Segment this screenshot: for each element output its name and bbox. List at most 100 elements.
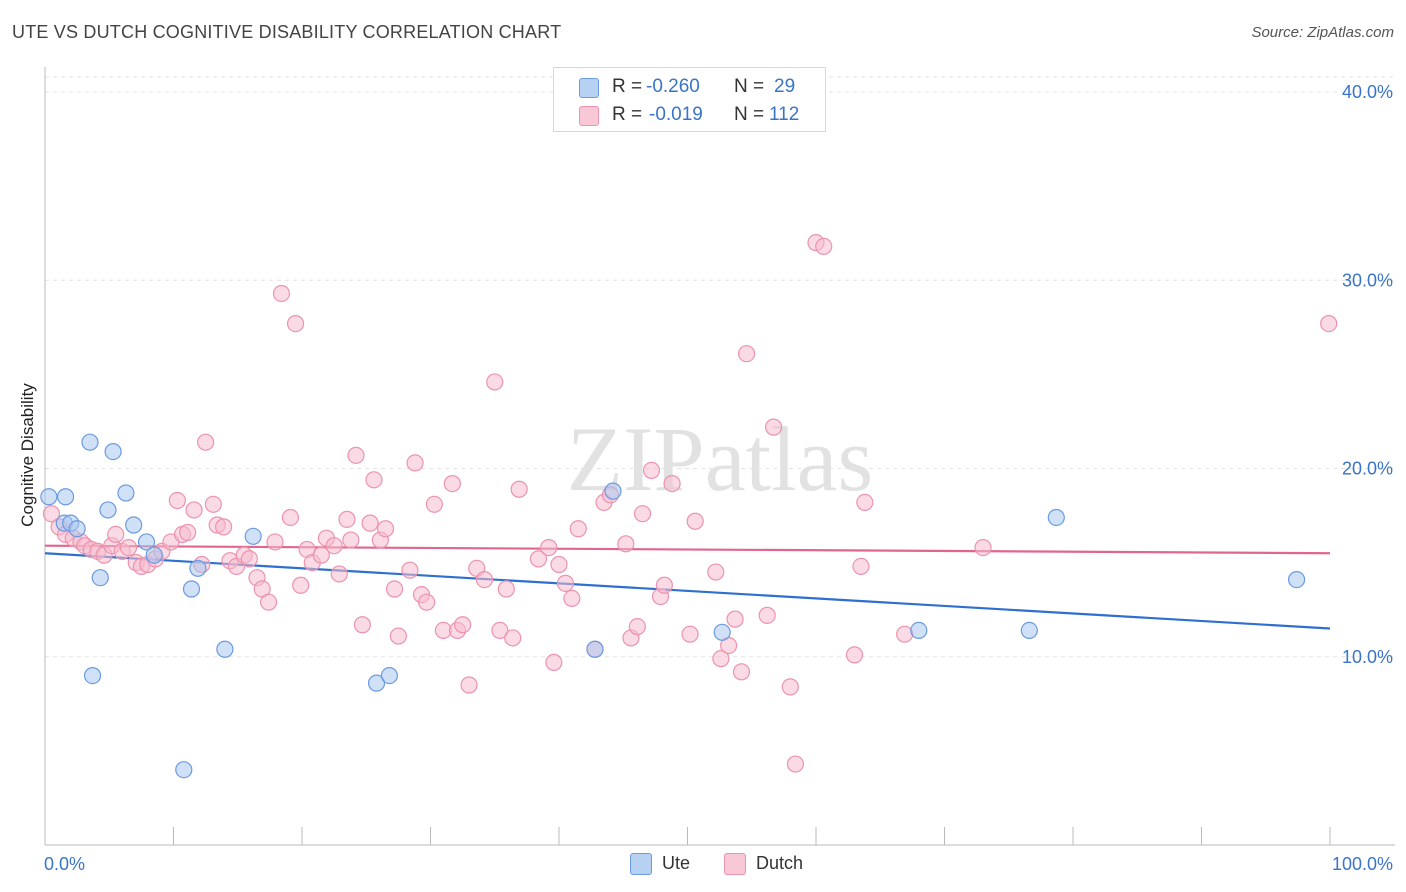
dutch-point	[856, 493, 874, 512]
dutch-point	[460, 676, 478, 694]
ute-point	[1047, 508, 1065, 527]
dutch-point	[726, 610, 744, 628]
dutch-point	[119, 538, 138, 557]
dutch-point	[540, 538, 558, 557]
y-tick-label: 10.0%	[1342, 647, 1393, 667]
dutch-point	[376, 520, 395, 538]
ute-point	[367, 674, 386, 692]
ute-point	[182, 580, 201, 598]
ute-point	[713, 623, 731, 641]
dutch-point	[764, 418, 783, 436]
dutch-point	[504, 629, 522, 647]
ute-point	[56, 488, 75, 506]
dutch-point	[545, 653, 563, 672]
dutch-point	[781, 678, 799, 696]
legend-r-value: -0.019	[649, 104, 703, 125]
legend-n-label: N =	[734, 76, 765, 97]
dutch-point	[443, 474, 461, 493]
dutch-point	[240, 550, 258, 568]
dutch-point	[325, 537, 343, 555]
dutch-point	[259, 593, 278, 611]
ute-point	[1020, 621, 1038, 640]
dutch-point	[738, 345, 756, 363]
ute-point	[83, 666, 102, 685]
ute-point	[125, 516, 143, 534]
dutch-point	[1320, 314, 1338, 333]
dutch-point	[204, 495, 222, 513]
dutch-point	[281, 508, 300, 527]
ute-point	[189, 559, 207, 577]
dutch-point	[425, 495, 443, 513]
dutch-point	[486, 373, 504, 391]
dutch-point	[896, 625, 914, 643]
axis-layer	[44, 67, 1395, 846]
dutch-point	[529, 550, 548, 568]
dutch-point	[286, 314, 305, 333]
dutch-point	[385, 580, 404, 598]
dutch-point	[454, 616, 472, 634]
points-layer	[40, 234, 1338, 779]
legend-swatch-dutch	[579, 106, 599, 126]
ute-point	[117, 484, 135, 502]
ute-point	[216, 640, 234, 658]
legend-swatch-ute	[579, 78, 599, 98]
ute-point	[68, 520, 86, 538]
ute-point	[604, 482, 622, 500]
dutch-point	[732, 663, 751, 681]
dutch-point	[312, 546, 330, 564]
ute-point	[40, 488, 58, 506]
dutch-point	[361, 514, 379, 532]
dutch-point	[330, 565, 348, 583]
dutch-point	[353, 616, 371, 634]
y-axis-label: Cognitive Disability	[18, 383, 37, 527]
dutch-point	[401, 561, 419, 579]
dutch-point	[852, 557, 870, 576]
dutch-point	[707, 563, 725, 581]
dutch-point	[365, 471, 383, 489]
dutch-point	[42, 505, 61, 523]
x-tick-label: 0.0%	[44, 854, 85, 874]
dutch-point	[974, 538, 992, 557]
dutch-point	[617, 535, 635, 553]
y-tick-label: 20.0%	[1342, 459, 1393, 479]
dutch-point	[266, 533, 284, 551]
dutch-point	[406, 454, 424, 472]
dutch-point	[681, 625, 699, 643]
legend-r-label: R =	[612, 76, 643, 97]
legend-r-label: R =	[612, 104, 643, 125]
chart-title: UTE VS DUTCH COGNITIVE DISABILITY CORREL…	[12, 22, 562, 42]
ute-point	[137, 533, 156, 551]
dutch-point	[272, 284, 291, 303]
ute-point	[91, 569, 109, 587]
x-tick-label: 100.0%	[1332, 854, 1393, 874]
dutch-point	[107, 525, 125, 544]
dutch-point	[786, 755, 805, 773]
dutch-point	[569, 520, 587, 538]
dutch-point	[197, 433, 215, 451]
dutch-point	[491, 621, 509, 640]
dutch-point	[663, 474, 681, 493]
bottom-legend-swatch-dutch	[724, 853, 746, 875]
ute-point	[99, 501, 117, 519]
dutch-point	[185, 501, 203, 519]
legend-r-value: -0.260	[646, 76, 700, 97]
dutch-point	[712, 650, 730, 668]
legend-n-label: N =	[734, 104, 765, 125]
dutch-point	[845, 646, 864, 664]
chart-source: Source: ZipAtlas.com	[1251, 24, 1394, 41]
tick-label-layer: 10.0% 20.0% 30.0% 40.0% 0.0% 100.0%	[44, 82, 1393, 874]
dutch-point	[418, 593, 436, 611]
legend-row-ute: R = -0.260 N = 29	[554, 73, 825, 101]
dutch-point	[347, 446, 365, 464]
dutch-point	[389, 627, 407, 645]
ute-point	[145, 546, 163, 564]
ute-point	[81, 433, 99, 451]
dutch-point	[655, 576, 673, 594]
dutch-point	[510, 480, 528, 498]
dutch-point	[292, 576, 310, 594]
dutch-point	[342, 531, 360, 549]
ute-point	[175, 761, 193, 779]
ute-point	[1287, 570, 1306, 589]
bottom-legend-label-dutch: Dutch	[756, 853, 804, 873]
dutch-trend-line	[44, 544, 1331, 555]
